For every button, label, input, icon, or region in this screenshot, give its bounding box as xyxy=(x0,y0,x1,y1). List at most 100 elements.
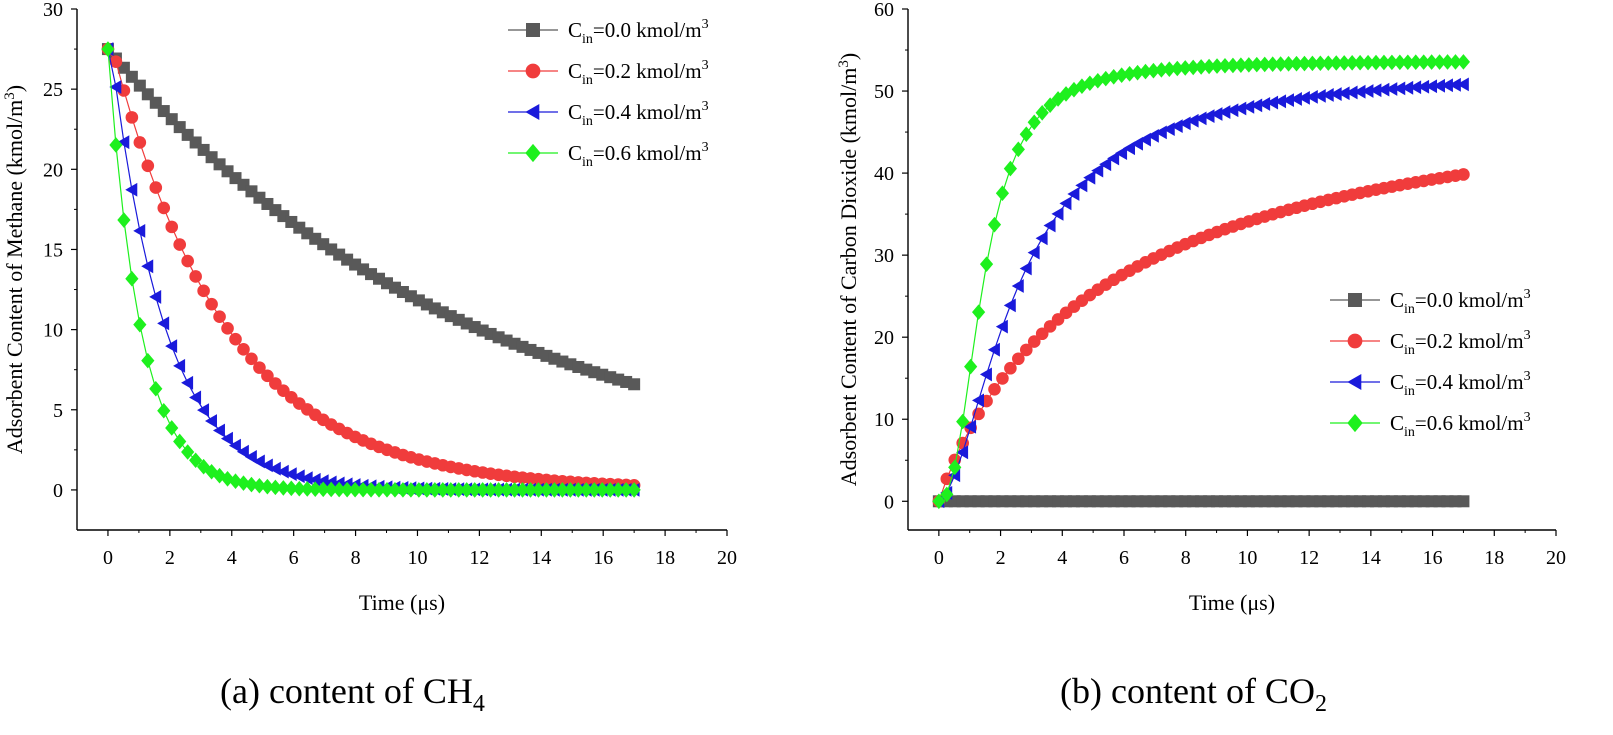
data-point xyxy=(1027,335,1041,348)
data-point xyxy=(261,369,274,383)
data-point xyxy=(1154,62,1169,78)
data-point xyxy=(1432,78,1445,93)
data-point xyxy=(1194,59,1208,75)
y-tick-label: 15 xyxy=(43,239,63,261)
data-point xyxy=(1019,261,1032,276)
data-point xyxy=(165,220,179,234)
y-axis-title-superscript: 3 xyxy=(2,92,18,100)
data-point xyxy=(1146,62,1161,79)
data-point xyxy=(1186,59,1200,76)
x-tick-label: 20 xyxy=(1546,547,1566,569)
data-point xyxy=(1409,54,1423,70)
legend-label-value: =0.2 kmol/m xyxy=(1415,329,1524,353)
data-point xyxy=(412,482,426,498)
data-point xyxy=(276,480,290,496)
data-point xyxy=(619,482,633,498)
data-point xyxy=(197,284,210,298)
y-tick-label: 25 xyxy=(43,79,63,101)
data-point xyxy=(1027,114,1041,131)
data-point xyxy=(1432,54,1447,70)
data-point xyxy=(149,181,163,194)
data-point xyxy=(1329,87,1342,101)
x-tick-label: 2 xyxy=(996,547,1006,569)
data-point xyxy=(1448,54,1463,70)
data-point xyxy=(1107,69,1121,85)
data-point xyxy=(995,319,1008,334)
data-point xyxy=(348,481,362,498)
legend-label-c: C xyxy=(568,141,582,165)
y-tick-label: 0 xyxy=(884,491,894,513)
data-point xyxy=(1210,107,1223,121)
data-point xyxy=(205,297,218,311)
data-point xyxy=(1377,54,1391,71)
data-point xyxy=(1305,55,1320,72)
data-point xyxy=(1289,92,1302,106)
data-point xyxy=(244,476,259,493)
data-point xyxy=(1385,82,1398,96)
data-point xyxy=(476,482,490,498)
data-point xyxy=(125,270,139,287)
data-point xyxy=(1297,90,1310,105)
data-point xyxy=(1170,60,1184,77)
data-point xyxy=(1035,105,1049,121)
data-point xyxy=(1305,89,1318,104)
data-point xyxy=(1226,57,1240,74)
data-point xyxy=(157,402,171,419)
data-point xyxy=(101,41,115,57)
data-point xyxy=(332,481,346,498)
data-point xyxy=(220,431,233,446)
data-point xyxy=(125,182,138,197)
legend-label-value: =0.2 kmol/m xyxy=(593,59,702,83)
y-axis-title-superscript: 3 xyxy=(836,60,852,68)
data-point xyxy=(1218,105,1231,119)
data-point xyxy=(300,481,314,497)
data-point xyxy=(292,469,305,484)
data-point xyxy=(1099,157,1112,172)
data-point xyxy=(221,322,234,335)
data-point xyxy=(1107,151,1120,166)
caption-carbon-dioxide-subscript: 2 xyxy=(1314,691,1327,718)
legend-label-c: C xyxy=(1390,329,1404,353)
series-line xyxy=(107,48,635,385)
data-point xyxy=(1369,83,1382,98)
data-point xyxy=(460,482,474,498)
legend-entry-1: Cin=0.0 kmol/m3 xyxy=(508,17,709,47)
y-tick-label: 40 xyxy=(874,163,894,185)
y-tick-label: 30 xyxy=(874,245,894,267)
data-point xyxy=(1012,352,1025,366)
data-point xyxy=(133,136,147,149)
data-point xyxy=(1242,99,1255,114)
legend-label-value: =0.4 kmol/m xyxy=(1415,370,1524,394)
x-tick-label: 0 xyxy=(934,547,944,569)
data-point xyxy=(1011,279,1024,293)
legend-label: Cin=0.4 kmol/m3 xyxy=(1390,369,1531,399)
data-point xyxy=(1321,55,1335,71)
legend-label-c: C xyxy=(1390,411,1404,435)
data-point xyxy=(1353,54,1367,71)
data-point xyxy=(1020,495,1033,508)
data-point xyxy=(245,185,258,198)
x-tick-label: 8 xyxy=(351,547,361,569)
data-point xyxy=(1138,63,1153,80)
y-axis-title-text: Adsorbent Content of Carbon Dioxide (kmo… xyxy=(836,68,861,487)
data-point xyxy=(979,367,992,382)
data-point xyxy=(141,259,154,274)
data-point xyxy=(189,452,203,469)
data-point xyxy=(1194,111,1207,126)
data-point xyxy=(181,375,194,390)
legend-label-subscript: in xyxy=(1404,302,1415,317)
legend-label-subscript: in xyxy=(1404,343,1415,358)
x-tick-label: 10 xyxy=(1237,547,1257,569)
data-point xyxy=(380,482,394,498)
data-point xyxy=(1377,82,1390,97)
legend-entry-3: Cin=0.4 kmol/m3 xyxy=(508,99,709,129)
data-point xyxy=(253,361,266,374)
legend-label-superscript: 3 xyxy=(1524,410,1531,425)
data-point xyxy=(523,482,538,498)
data-point xyxy=(579,482,593,498)
legend-label-value: =0.0 kmol/m xyxy=(1415,288,1524,312)
y-tick-label: 30 xyxy=(43,0,63,21)
data-point xyxy=(308,481,322,497)
data-point xyxy=(1170,119,1183,134)
data-point xyxy=(1035,327,1049,341)
